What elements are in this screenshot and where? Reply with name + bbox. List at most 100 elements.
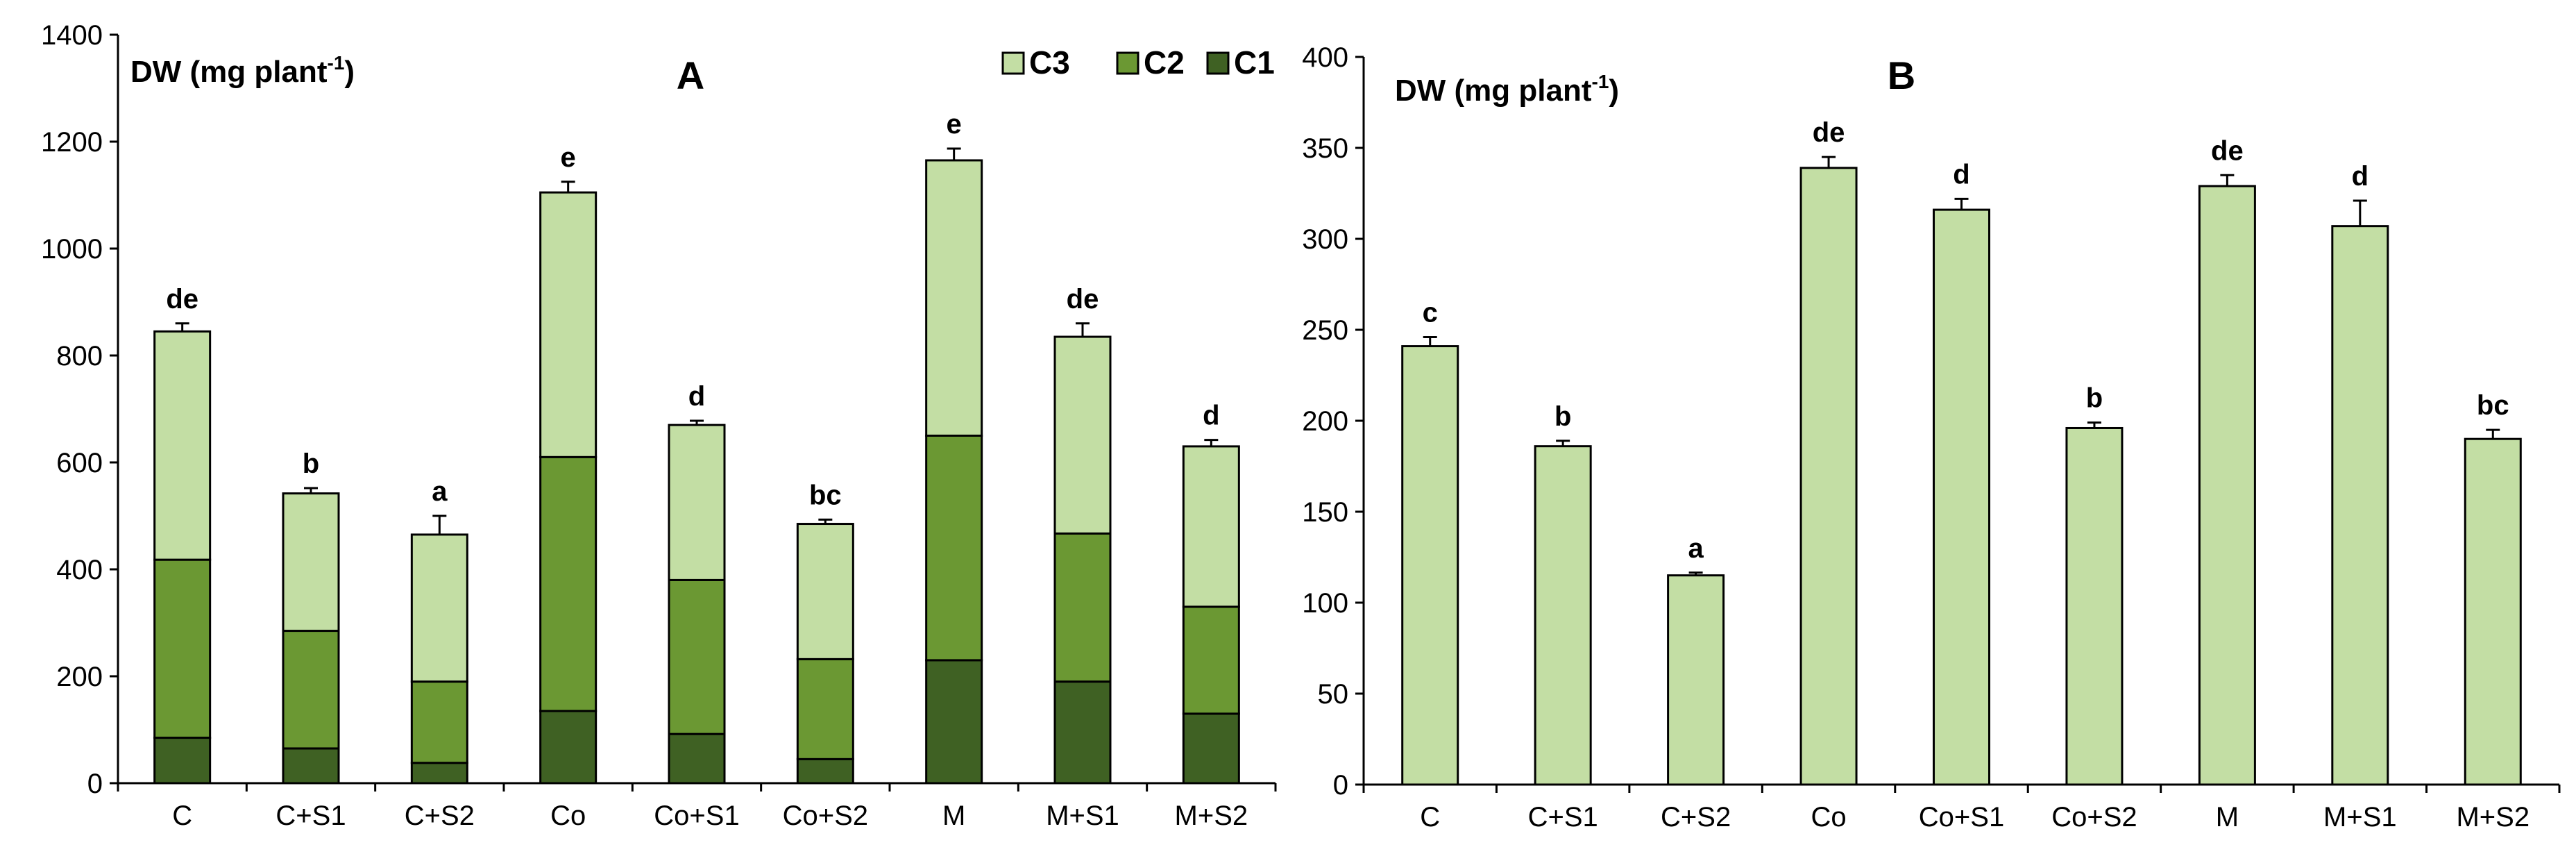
bar-c3-c-s2 — [410, 533, 468, 683]
bar-c2-m — [925, 435, 983, 662]
bar-c3-c-s1 — [282, 492, 340, 633]
x-category-label: C+S2 — [405, 801, 475, 831]
legend-swatch-c1 — [1206, 51, 1230, 75]
x-category-label: C+S2 — [1661, 802, 1731, 832]
bar-c1-c-s2 — [410, 762, 468, 785]
bar-c3-m-s2 — [1182, 445, 1240, 608]
bar-c2-m-s2 — [1182, 605, 1240, 715]
x-category-label: M — [2216, 802, 2239, 832]
significance-label: bc — [809, 480, 842, 510]
chart-title: B — [1888, 53, 1915, 97]
x-category-label: Co+S1 — [654, 801, 739, 831]
y-tick-label: 1200 — [41, 127, 103, 158]
bar-c1-m-s1 — [1053, 680, 1112, 785]
bar-dw-m — [2198, 185, 2256, 786]
bar-c1-co — [539, 710, 598, 785]
significance-label: d — [688, 381, 705, 412]
y-tick-label: 250 — [1302, 315, 1348, 346]
y-tick-label: 350 — [1302, 133, 1348, 164]
significance-label: b — [303, 449, 319, 479]
x-category-label: C — [172, 801, 192, 831]
y-tick-label: 0 — [87, 769, 103, 799]
x-category-label: Co+S1 — [1919, 802, 2004, 832]
bar-dw-co-s1 — [1933, 208, 1990, 786]
bar-c3-c — [153, 330, 212, 561]
bar-dw-c-s1 — [1534, 445, 1592, 786]
significance-label: de — [1813, 117, 1845, 148]
y-tick-label: 0 — [1333, 770, 1348, 801]
significance-label: a — [432, 476, 448, 507]
significance-label: d — [1953, 159, 1969, 190]
bar-dw-co — [1799, 167, 1858, 786]
x-category-label: C — [1420, 802, 1440, 832]
y-tick-label: 400 — [1302, 42, 1348, 73]
x-category-label: M+S1 — [2323, 802, 2397, 832]
bar-c2-co — [539, 455, 598, 712]
chart-panel-a: 0200400600800100012001400deCbC+S1aC+S2eC… — [41, 20, 1277, 831]
y-tick-label: 300 — [1302, 224, 1348, 255]
y-tick-label: 800 — [56, 341, 103, 371]
bar-c2-co-s1 — [668, 578, 726, 735]
x-category-label: M+S2 — [1175, 801, 1248, 831]
y-axis-label: DW (mg plant-1) — [130, 52, 355, 89]
significance-label: d — [1203, 401, 1219, 431]
bar-c3-co-s2 — [796, 523, 854, 660]
y-tick-label: 1400 — [41, 20, 103, 51]
significance-label: de — [1067, 284, 1099, 315]
x-category-label: M+S1 — [1046, 801, 1119, 831]
significance-label: e — [947, 109, 962, 140]
significance-label: de — [166, 284, 198, 315]
bar-dw-c-s2 — [1667, 574, 1725, 786]
legend-label-c2: C2 — [1144, 44, 1185, 81]
bar-dw-m-s2 — [2464, 437, 2522, 786]
y-tick-label: 200 — [56, 662, 103, 692]
y-tick-label: 600 — [56, 448, 103, 478]
significance-label: de — [2211, 135, 2244, 166]
x-category-label: Co+S2 — [2051, 802, 2137, 832]
y-tick-label: 400 — [56, 555, 103, 585]
legend-swatch-c3 — [1001, 51, 1025, 75]
chart-panel-b: 0 50 100 150 200 250 300 350 400 c Cb C+S1 a C+S2 de Co… — [1302, 42, 2561, 832]
significance-label: b — [1554, 401, 1571, 432]
significance-label: a — [1688, 533, 1704, 564]
bar-c2-co-s2 — [796, 658, 854, 760]
x-category-label: Co — [550, 801, 586, 831]
bar-c1-m-s2 — [1182, 712, 1240, 785]
bar-c2-m-s1 — [1053, 532, 1112, 683]
bar-dw-m-s1 — [2331, 225, 2389, 786]
bar-c1-m — [925, 659, 983, 785]
x-category-label: Co — [1811, 802, 1846, 832]
bar-c2-c-s1 — [282, 630, 340, 750]
significance-label: b — [2086, 383, 2103, 414]
bar-c1-co-s2 — [796, 757, 854, 785]
chart-title: A — [677, 53, 704, 97]
y-tick-label: 200 — [1302, 406, 1348, 437]
x-category-label: M — [942, 801, 965, 831]
y-axis-label: DW (mg plant-1) — [1395, 71, 1619, 108]
bar-c2-c-s2 — [410, 680, 468, 764]
bar-c3-co — [539, 191, 598, 458]
y-tick-label: 100 — [1302, 588, 1348, 619]
x-category-label: C+S1 — [1528, 802, 1598, 832]
bar-c3-m-s1 — [1053, 335, 1112, 535]
significance-label: bc — [2477, 390, 2509, 421]
y-tick-label: 50 — [1318, 679, 1349, 710]
bar-c1-co-s1 — [668, 732, 726, 785]
legend-label-c3: C3 — [1029, 44, 1070, 81]
x-category-label: M+S2 — [2456, 802, 2530, 832]
bar-c2-c — [153, 558, 212, 739]
bar-c3-co-s1 — [668, 424, 726, 581]
bar-c1-c — [153, 737, 212, 785]
significance-label: d — [2352, 161, 2369, 192]
significance-label: e — [561, 142, 576, 173]
bar-c3-m — [925, 159, 983, 437]
x-category-label: Co+S2 — [783, 801, 868, 831]
y-tick-label: 1000 — [41, 234, 103, 265]
legend-label-c1: C1 — [1234, 44, 1275, 81]
y-tick-label: 150 — [1302, 497, 1348, 528]
bar-dw-c — [1401, 345, 1459, 786]
legend-swatch-c2 — [1116, 51, 1139, 75]
bar-dw-co-s2 — [2065, 426, 2124, 786]
x-category-label: C+S1 — [276, 801, 346, 831]
